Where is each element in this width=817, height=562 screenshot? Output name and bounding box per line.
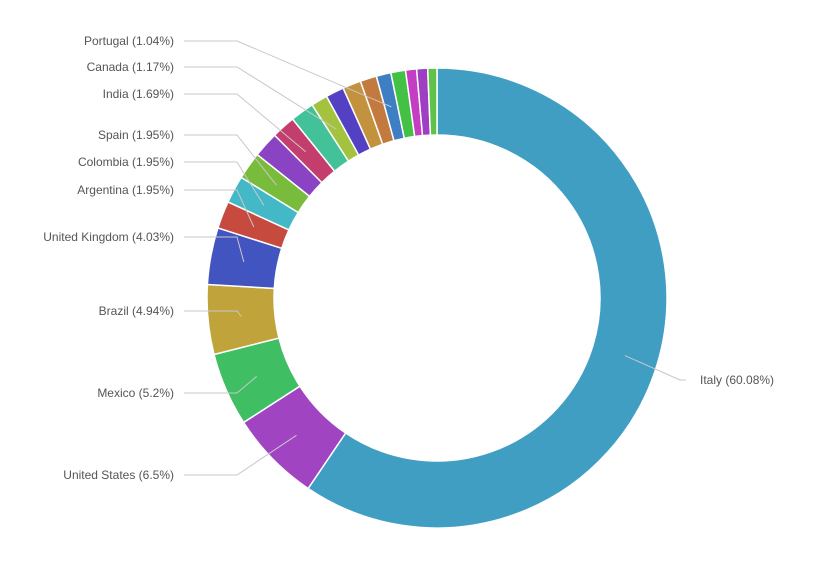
leader-line-colombia (184, 161, 265, 206)
slice-label-italy: Italy (60.08%) (700, 373, 774, 387)
leader-line-india (184, 93, 307, 153)
leader-line-brazil (184, 310, 242, 317)
leader-line-united-kingdom (184, 236, 245, 263)
slice-label-india: India (1.69%) (103, 87, 174, 101)
slice-label-argentina: Argentina (1.95%) (77, 183, 174, 197)
leader-line-argentina (184, 189, 255, 228)
slice-unlabeled-19[interactable] (426, 67, 438, 136)
slice-label-canada: Canada (1.17%) (87, 60, 174, 74)
slice-label-brazil: Brazil (4.94%) (99, 304, 174, 318)
slice-label-united-kingdom: United Kingdom (4.03%) (43, 230, 174, 244)
leader-line-mexico (184, 375, 258, 394)
slice-labels: Italy (60.08%) United States (6.5%) Mexico… (43, 34, 774, 482)
donut-slices (206, 67, 668, 529)
slice-label-united-states: United States (6.5%) (63, 468, 174, 482)
leader-line-canada (184, 66, 337, 130)
leader-line-spain (184, 134, 277, 186)
leader-line-united-states (184, 434, 297, 476)
slice-italy[interactable] (307, 67, 668, 529)
slice-label-portugal: Portugal (1.04%) (84, 34, 174, 48)
leader-line-portugal (184, 40, 392, 108)
slice-label-colombia: Colombia (1.95%) (78, 155, 174, 169)
leader-lines (184, 40, 686, 476)
slice-label-mexico: Mexico (5.2%) (97, 386, 174, 400)
slice-label-spain: Spain (1.95%) (98, 128, 174, 142)
leader-line-italy (624, 355, 686, 381)
